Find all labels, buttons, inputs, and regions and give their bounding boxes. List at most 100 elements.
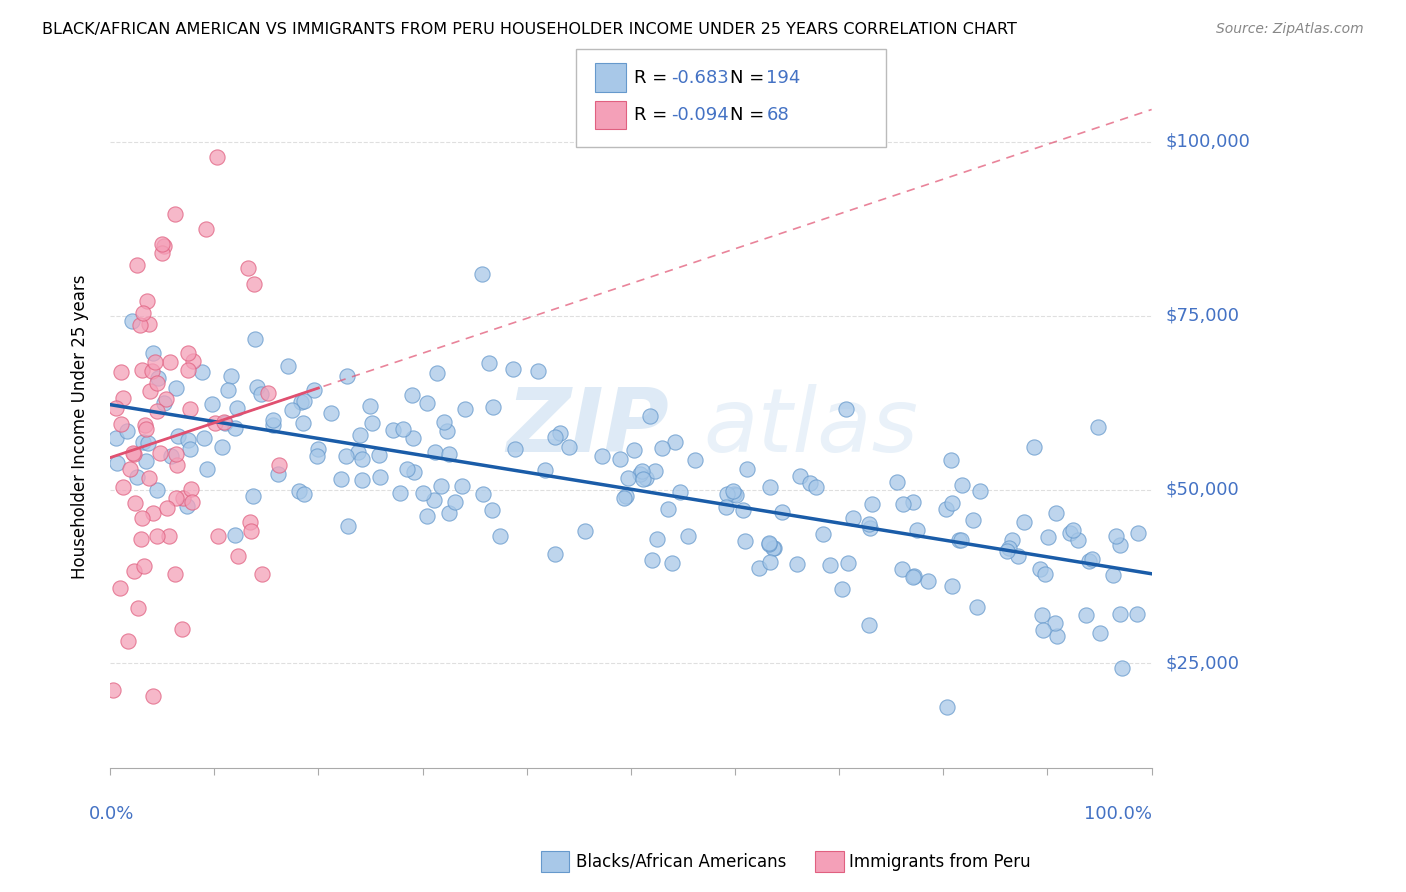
- Point: [117, 424, 139, 438]
- Point: [714, 500, 737, 514]
- Point: [430, 479, 453, 493]
- Point: [799, 475, 821, 490]
- Point: [1045, 506, 1067, 520]
- Point: [886, 475, 908, 489]
- Point: [1024, 440, 1046, 454]
- Point: [640, 409, 662, 423]
- Point: [172, 491, 194, 506]
- Point: [214, 415, 236, 429]
- Point: [762, 541, 785, 556]
- Point: [104, 401, 127, 416]
- Point: [104, 431, 127, 445]
- Point: [350, 451, 373, 466]
- Point: [152, 395, 174, 409]
- Point: [239, 515, 262, 529]
- Point: [842, 511, 865, 525]
- Point: [426, 367, 449, 381]
- Point: [226, 401, 249, 415]
- Point: [1125, 607, 1147, 621]
- Point: [194, 221, 217, 235]
- Point: [165, 566, 187, 581]
- Point: [731, 503, 754, 517]
- Point: [683, 452, 706, 467]
- Point: [165, 447, 187, 461]
- Point: [219, 368, 242, 383]
- Point: [1077, 554, 1099, 568]
- Point: [950, 533, 973, 548]
- Point: [903, 569, 925, 583]
- Point: [998, 541, 1021, 556]
- Point: [121, 446, 143, 460]
- Point: [201, 396, 224, 410]
- Point: [641, 552, 664, 566]
- Point: [936, 699, 959, 714]
- Point: [831, 582, 853, 596]
- Point: [110, 417, 132, 431]
- Point: [349, 428, 371, 442]
- Point: [146, 529, 169, 543]
- Point: [763, 541, 786, 556]
- Point: [127, 258, 149, 272]
- Point: [177, 434, 200, 448]
- Point: [1001, 533, 1024, 548]
- Point: [177, 345, 200, 359]
- Point: [149, 446, 172, 460]
- Point: [423, 492, 446, 507]
- Point: [367, 448, 389, 462]
- Point: [291, 416, 314, 430]
- Point: [433, 415, 456, 429]
- Point: [941, 496, 963, 510]
- Point: [789, 468, 811, 483]
- Point: [1032, 623, 1054, 637]
- Point: [437, 506, 460, 520]
- Point: [628, 467, 651, 481]
- Point: [195, 462, 218, 476]
- Point: [1046, 629, 1069, 643]
- Point: [148, 371, 170, 385]
- Point: [288, 484, 311, 499]
- Point: [132, 559, 155, 574]
- Point: [472, 487, 495, 501]
- Point: [454, 401, 477, 416]
- Point: [134, 418, 156, 433]
- Point: [146, 483, 169, 497]
- Point: [623, 443, 645, 458]
- Point: [966, 600, 988, 615]
- Point: [280, 403, 302, 417]
- Point: [117, 634, 139, 648]
- Point: [723, 487, 745, 501]
- Point: [437, 447, 460, 461]
- Point: [391, 422, 413, 436]
- Point: [404, 465, 426, 479]
- Point: [127, 600, 149, 615]
- Point: [361, 416, 384, 430]
- Point: [950, 478, 973, 492]
- Point: [941, 579, 963, 593]
- Point: [891, 562, 914, 576]
- Point: [1081, 551, 1104, 566]
- Point: [969, 484, 991, 499]
- Point: [737, 462, 759, 476]
- Point: [156, 501, 179, 516]
- Point: [159, 355, 181, 369]
- Point: [786, 558, 808, 572]
- Text: R =: R =: [634, 106, 673, 124]
- Point: [179, 442, 201, 457]
- Point: [245, 332, 267, 346]
- Point: [862, 497, 884, 511]
- Point: [1033, 566, 1056, 581]
- Point: [105, 456, 128, 470]
- Point: [110, 365, 132, 379]
- Point: [995, 543, 1018, 558]
- Point: [1126, 526, 1149, 541]
- Point: [179, 402, 201, 417]
- Point: [526, 364, 548, 378]
- Point: [478, 356, 501, 370]
- Point: [591, 450, 613, 464]
- Point: [211, 440, 233, 454]
- Text: 68: 68: [766, 106, 789, 124]
- Point: [242, 489, 264, 503]
- Point: [1087, 420, 1109, 434]
- Point: [858, 516, 880, 531]
- Point: [141, 345, 163, 359]
